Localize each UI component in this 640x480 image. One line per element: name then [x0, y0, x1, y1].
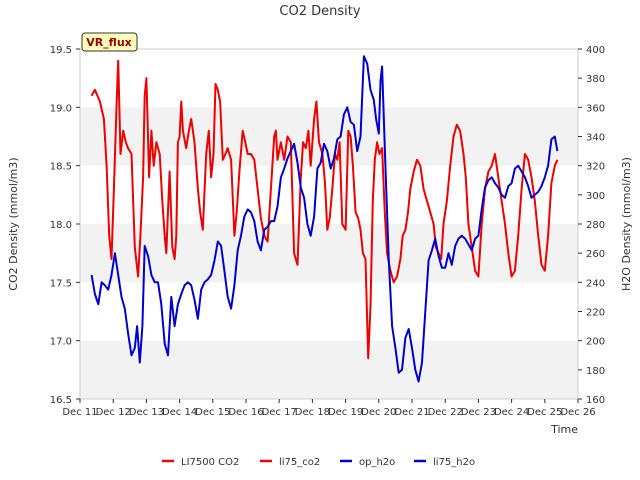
y-axis-label: CO2 Density (mmol/m3) — [7, 157, 20, 290]
y2-tick-label: 360 — [586, 103, 605, 114]
chart-title: CO2 Density — [279, 4, 360, 19]
y2-tick-label: 340 — [586, 133, 605, 144]
x-tick-label: Dec 23 — [461, 407, 496, 418]
x-tick-label: Dec 13 — [129, 407, 164, 418]
x-tick-label: Dec 12 — [96, 407, 131, 418]
x-tick-label: Dec 24 — [494, 407, 529, 418]
y2-tick-label: 220 — [586, 308, 605, 319]
y2-axis-ticks: 160 180 200 220 240 260 280 300 320 340 360 380 400 — [578, 45, 605, 406]
y-tick-label: 18.5 — [50, 162, 72, 173]
series-layer — [90, 55, 559, 383]
y2-tick-label: 160 — [586, 395, 605, 406]
x-tick-label: Dec 11 — [62, 407, 97, 418]
y-axis-ticks: 16.5 17.0 17.5 18.0 18.5 19.0 19.5 — [50, 45, 80, 406]
y-tick-label: 19.5 — [50, 45, 72, 56]
y-tick-label: 17.5 — [50, 278, 72, 289]
x-tick-label: Dec 21 — [394, 407, 429, 418]
y2-tick-label: 180 — [586, 366, 605, 377]
series-line-li75_h2o — [90, 55, 559, 383]
grid-bands — [80, 107, 578, 399]
x-tick-label: Dec 22 — [428, 407, 463, 418]
legend-label: li75_h2o — [433, 457, 475, 468]
y2-tick-label: 260 — [586, 249, 605, 260]
y2-tick-label: 320 — [586, 162, 605, 173]
grid-band — [80, 224, 578, 283]
series-line-li75_co2 — [90, 59, 559, 360]
y-tick-label: 17.0 — [50, 337, 72, 348]
y-tick-label: 19.0 — [50, 103, 72, 114]
x-tick-label: Dec 15 — [195, 407, 230, 418]
legend: LI7500 CO2 li75_co2 op_h2o li75_h2o — [162, 457, 475, 468]
y2-tick-label: 240 — [586, 278, 605, 289]
y2-tick-label: 400 — [586, 45, 605, 56]
x-tick-label: Dec 18 — [295, 407, 330, 418]
x-tick-label: Dec 20 — [361, 407, 396, 418]
x-tick-label: Dec 26 — [560, 407, 595, 418]
y-tick-label: 16.5 — [50, 395, 72, 406]
y2-tick-label: 280 — [586, 220, 605, 231]
y2-tick-label: 200 — [586, 337, 605, 348]
vr-flux-badge-label: VR_flux — [86, 36, 132, 49]
legend-label: LI7500 CO2 — [181, 457, 239, 468]
y-tick-label: 18.0 — [50, 220, 72, 231]
x-tick-label: Dec 19 — [328, 407, 363, 418]
x-axis-label: Time — [550, 423, 578, 436]
y2-tick-label: 380 — [586, 74, 605, 85]
legend-label: li75_co2 — [279, 457, 320, 468]
legend-label: op_h2o — [359, 457, 395, 468]
vr-flux-badge: VR_flux — [81, 32, 138, 52]
x-tick-label: Dec 25 — [527, 407, 562, 418]
grid-band — [80, 340, 578, 399]
y2-axis-label: H2O Density (mmol/m3) — [620, 157, 633, 291]
x-tick-label: Dec 16 — [228, 407, 263, 418]
x-tick-label: Dec 14 — [162, 407, 197, 418]
y2-tick-label: 300 — [586, 191, 605, 202]
x-tick-label: Dec 17 — [262, 407, 297, 418]
